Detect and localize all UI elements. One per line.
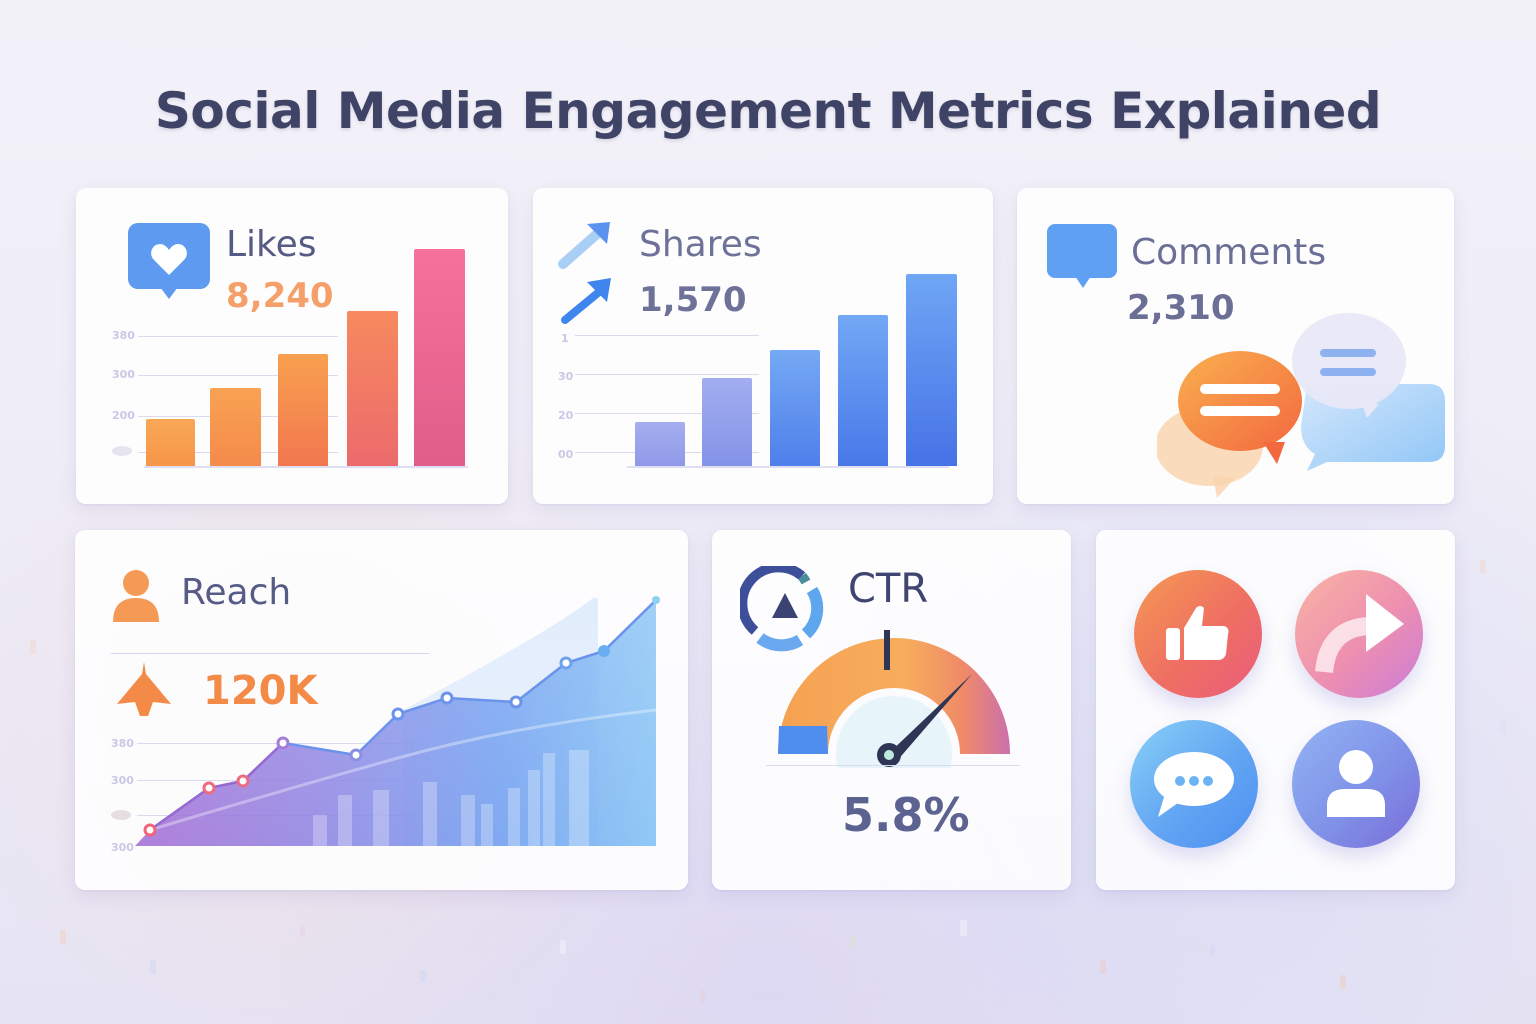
heart-speech-bubble-icon [128, 223, 210, 307]
y-tick: 380 [112, 329, 135, 342]
likes-bar-3 [278, 354, 328, 466]
likes-bar-2 [210, 388, 261, 466]
chat-bubbles-illustration [1155, 306, 1452, 505]
shares-title: Shares [639, 224, 762, 265]
likes-bar-4 [347, 311, 398, 466]
engagement-icons-card [1096, 530, 1455, 890]
page-title: Social Media Engagement Metrics Explaine… [154, 82, 1382, 140]
likes-title: Likes [226, 224, 317, 265]
y-tick: 300 [112, 368, 135, 381]
reach-card: Reach 120K 380 300 300 [75, 530, 688, 890]
thumbs-up-icon[interactable] [1134, 570, 1262, 698]
likes-value: 8,240 [226, 276, 334, 316]
ctr-title: CTR [848, 566, 929, 612]
y-tick: 200 [112, 409, 135, 422]
comments-card: Comments 2,310 [1017, 188, 1454, 504]
shares-bar-4 [838, 315, 888, 466]
reach-title: Reach [181, 572, 292, 613]
shares-card: Shares 1,570 1 30 20 00 [533, 188, 993, 504]
y-tick-blurred [111, 810, 131, 820]
ctr-value: 5.8% [842, 788, 970, 842]
person-icon [113, 568, 159, 628]
y-tick: 380 [111, 737, 134, 750]
share-arrow-icon[interactable] [1295, 570, 1423, 698]
gauge-baseline [766, 765, 1020, 766]
likes-bar-1 [146, 419, 195, 466]
comments-value: 2,310 [1127, 288, 1235, 328]
rocket-icon [115, 660, 173, 724]
shares-bar-5 [906, 274, 957, 466]
y-tick: 1 [561, 332, 569, 345]
chat-dots-icon[interactable] [1130, 720, 1258, 848]
likes-card: Likes 8,240 380 300 200 [76, 188, 508, 504]
likes-bars [142, 248, 472, 466]
arrow-up-right-icon [557, 220, 617, 334]
divider [111, 653, 429, 654]
y-tick: 300 [111, 774, 134, 787]
shares-value: 1,570 [639, 280, 747, 320]
comments-title: Comments [1131, 232, 1327, 273]
y-tick: 00 [558, 448, 574, 461]
y-tick-blurred [112, 446, 132, 456]
shares-bars [633, 248, 963, 466]
y-tick: 30 [558, 370, 574, 383]
likes-bar-5 [414, 249, 465, 466]
shares-bar-2 [702, 378, 752, 466]
y-tick: 300 [111, 841, 134, 854]
speech-bubble-icon [1047, 224, 1117, 294]
user-icon[interactable] [1292, 720, 1420, 848]
ctr-gauge [774, 628, 1014, 812]
shares-bar-3 [770, 350, 820, 466]
reach-chart-svg [135, 596, 660, 846]
ctr-card: CTR 5.8% [712, 530, 1071, 890]
y-tick: 20 [558, 409, 574, 422]
reach-value: 120K [203, 668, 318, 714]
circular-arrows-icon [737, 562, 830, 660]
shares-bar-1 [635, 422, 685, 466]
